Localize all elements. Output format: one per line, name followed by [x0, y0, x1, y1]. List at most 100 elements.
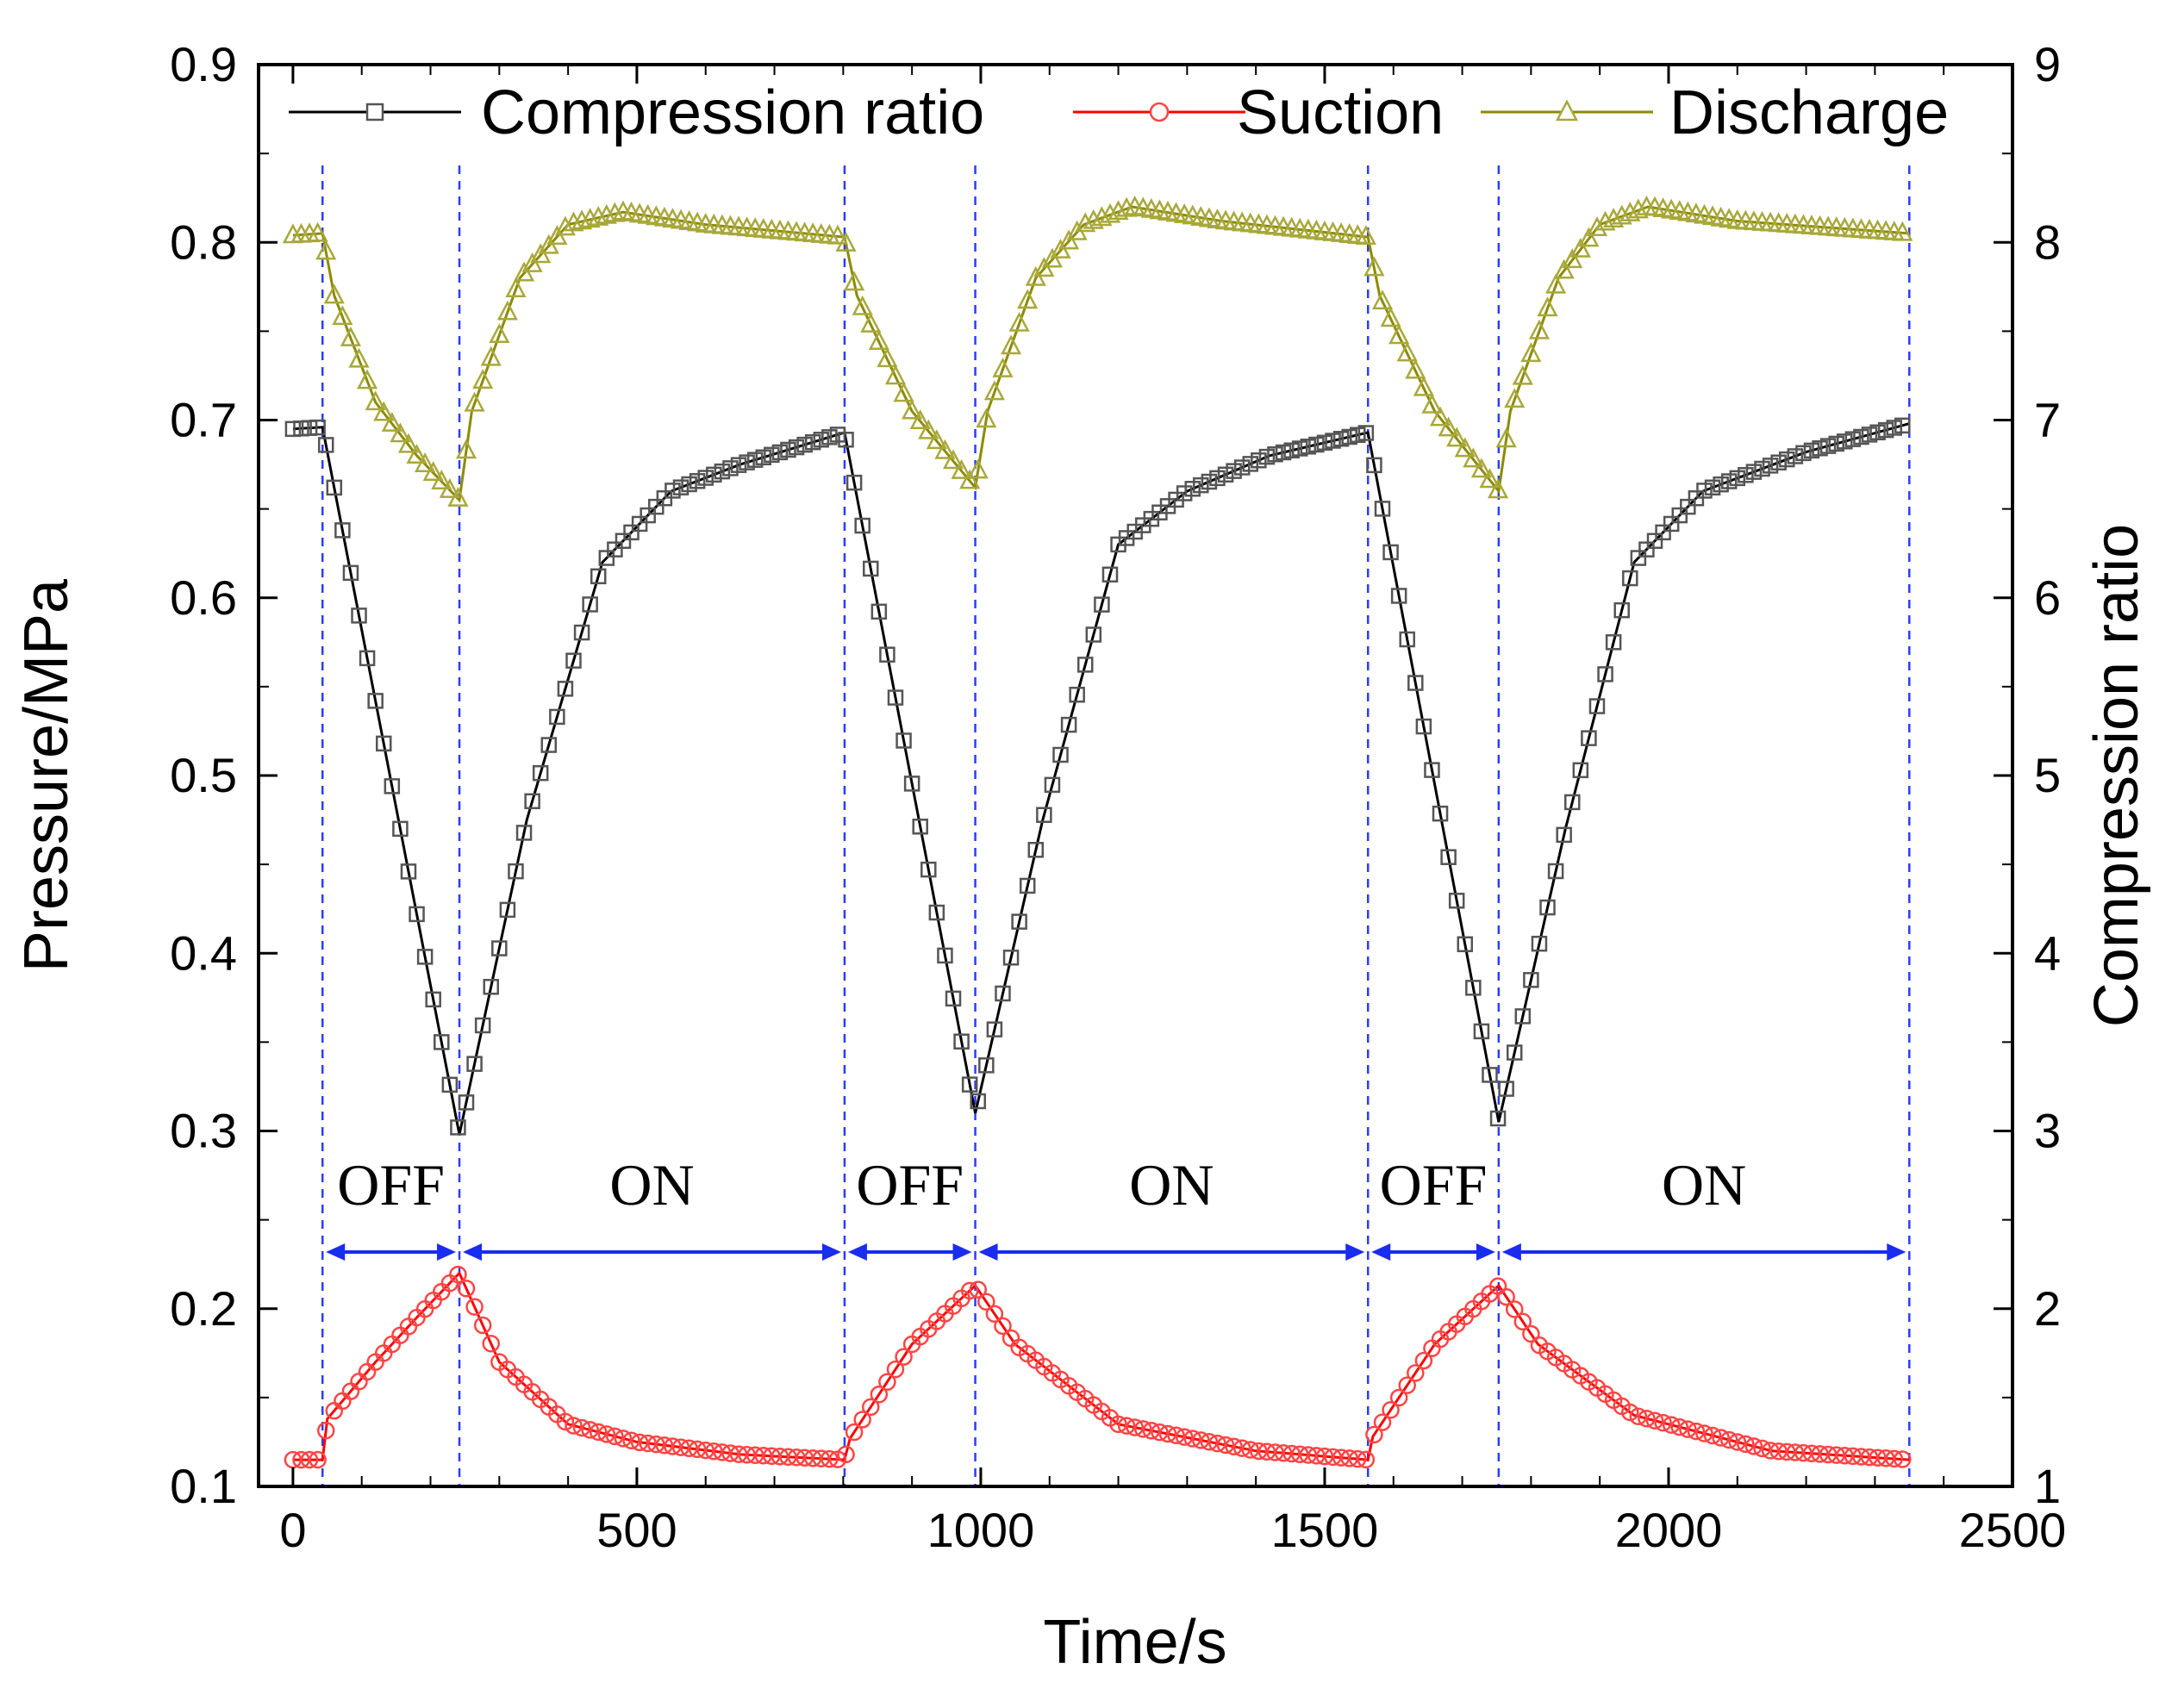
data-point [415, 452, 436, 472]
data-point [439, 477, 460, 498]
data-point [902, 399, 923, 420]
data-point [1778, 451, 1795, 468]
data-point [1482, 1067, 1498, 1083]
data-point [1795, 445, 1812, 462]
data-point [1622, 570, 1638, 587]
data-point [1680, 498, 1696, 515]
data-point [1350, 427, 1366, 443]
data-point [1200, 1432, 1219, 1451]
y-left-tick-label: 0.5 [170, 748, 237, 802]
data-point [532, 764, 549, 782]
data-point [1091, 206, 1113, 227]
data-point [1457, 936, 1474, 953]
data-point [1396, 341, 1418, 362]
data-point [705, 1442, 723, 1461]
data-point [1233, 459, 1251, 476]
phase-arrow-head-left [463, 1243, 483, 1261]
data-point [1621, 1403, 1639, 1422]
data-point [1787, 448, 1804, 464]
data-point [1275, 444, 1292, 461]
data-point [1687, 1422, 1706, 1441]
y-right-tick-label: 7 [2034, 393, 2061, 447]
data-point [1670, 1417, 1688, 1436]
data-point [489, 323, 510, 344]
data-point [1201, 473, 1218, 490]
data-point [755, 449, 772, 466]
data-point [671, 1438, 690, 1456]
data-point [796, 436, 813, 453]
data-point [1586, 216, 1608, 236]
data-point [1537, 296, 1558, 317]
data-point [1142, 1421, 1161, 1440]
data-point [1315, 1447, 1334, 1466]
data-point [1497, 1287, 1515, 1306]
phase-arrow-head-left [1371, 1243, 1391, 1261]
data-point [1812, 439, 1828, 457]
data-point [937, 947, 953, 964]
data-point [1514, 1008, 1532, 1025]
data-point [457, 1280, 476, 1298]
data-point [1853, 428, 1869, 445]
data-point [631, 515, 648, 533]
data-point [606, 1427, 624, 1446]
data-point [868, 330, 889, 350]
data-point [597, 1425, 616, 1443]
data-point [505, 277, 527, 298]
data-point [1101, 566, 1119, 582]
data-point [1216, 1436, 1235, 1455]
series-suction [284, 1265, 1912, 1469]
data-point [1241, 1441, 1260, 1459]
phase-label: ON [609, 1152, 694, 1218]
data-point [1744, 1437, 1763, 1455]
data-point [969, 1280, 987, 1299]
data-point [1562, 248, 1583, 269]
phase-arrow-head-right [821, 1243, 841, 1261]
data-point [1017, 289, 1039, 309]
data-point [1414, 1351, 1433, 1370]
data-point [827, 224, 849, 245]
data-point [730, 457, 747, 473]
data-point [581, 1421, 599, 1439]
data-point [375, 735, 392, 752]
series-line [292, 1270, 1910, 1461]
data-point [1413, 376, 1434, 396]
y-right-tick-label: 8 [2034, 215, 2061, 269]
data-point [482, 1335, 500, 1353]
data-point [854, 517, 870, 534]
data-point [1008, 311, 1030, 332]
legend-item-discharge: Discharge [1481, 78, 1949, 147]
legend-marker [1555, 99, 1579, 121]
data-point [895, 1348, 913, 1366]
data-point [1728, 1433, 1747, 1451]
data-point [1438, 416, 1459, 437]
data-point [918, 419, 939, 439]
data-point [951, 458, 972, 479]
data-point [1877, 421, 1894, 439]
phase-arrow-head-right [1887, 1243, 1906, 1261]
series-discharge [282, 195, 1913, 507]
data-point [431, 470, 452, 489]
data-point [563, 211, 584, 232]
data-point [1655, 524, 1671, 541]
data-point [1894, 1450, 1912, 1468]
y-right-tick-label: 5 [2034, 748, 2061, 802]
data-point [852, 295, 873, 315]
data-point [1094, 596, 1110, 613]
data-point [1513, 1312, 1532, 1330]
data-point [473, 1316, 492, 1335]
y-left-tick-label: 0.1 [170, 1459, 237, 1513]
data-point [860, 312, 882, 333]
data-point [681, 476, 697, 493]
data-point [934, 439, 956, 459]
data-point [1226, 463, 1242, 479]
data-point [983, 380, 1005, 401]
data-point [1738, 466, 1754, 483]
data-point [829, 427, 846, 443]
data-point [300, 1450, 319, 1469]
data-point [598, 550, 615, 566]
data-point [1479, 468, 1501, 489]
phase-arrow-head-right [1345, 1243, 1365, 1261]
data-point [284, 421, 302, 438]
data-point [713, 1443, 732, 1461]
data-point [1547, 863, 1564, 880]
